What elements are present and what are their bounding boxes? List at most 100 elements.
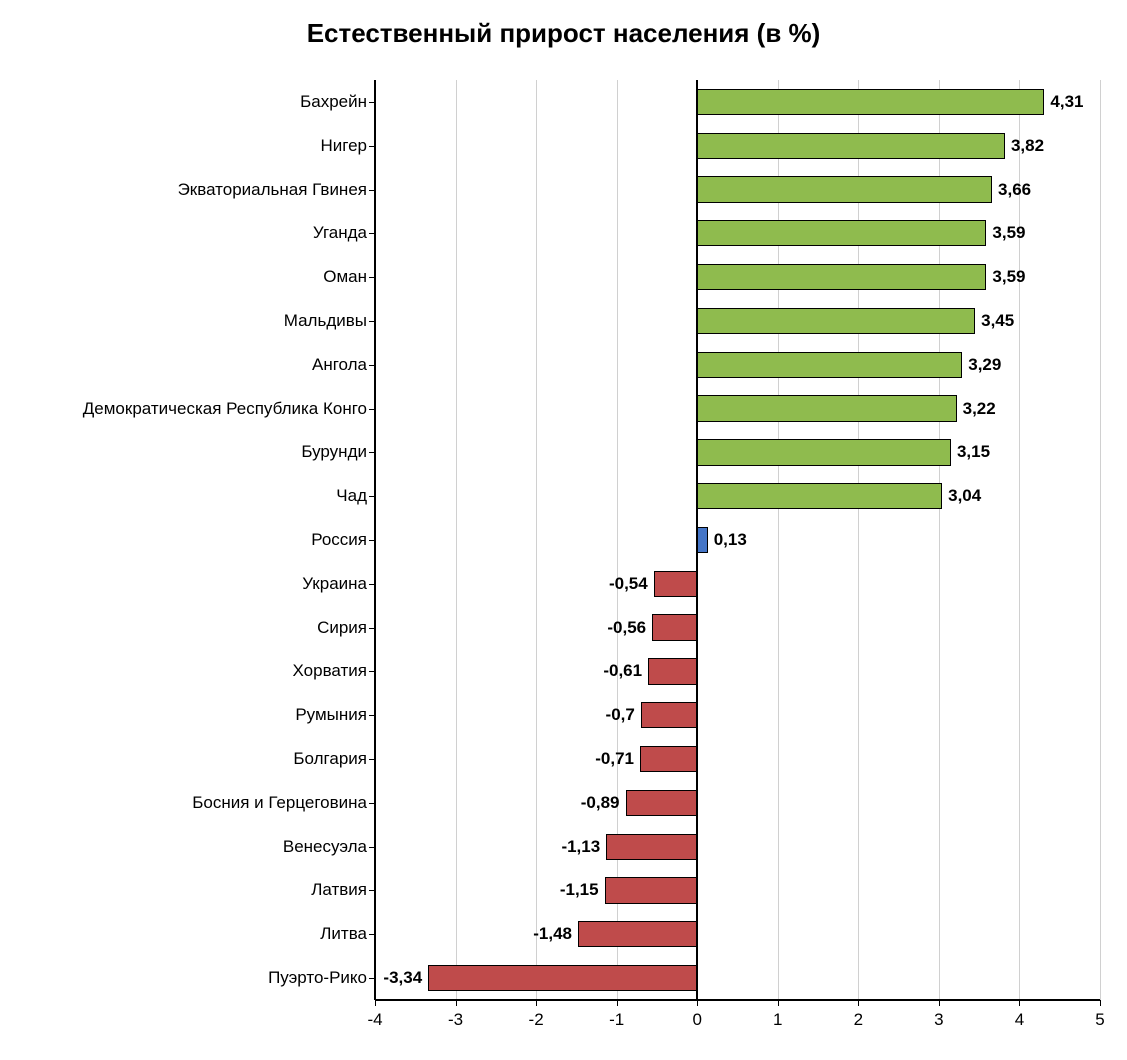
category-label: Румыния	[0, 705, 375, 725]
chart-row: Босния и Герцеговина-0,89	[375, 781, 1100, 825]
value-label: 3,59	[992, 223, 1025, 243]
value-label: 3,66	[998, 180, 1031, 200]
value-label: 0,13	[714, 530, 747, 550]
category-label: Россия	[0, 530, 375, 550]
bar	[697, 133, 1005, 159]
category-label: Хорватия	[0, 661, 375, 681]
x-tick-label: 4	[1015, 1010, 1024, 1030]
chart-row: Украина-0,54	[375, 562, 1100, 606]
category-label: Экваториальная Гвинея	[0, 180, 375, 200]
bar	[578, 921, 697, 947]
x-tick-label: -3	[448, 1010, 463, 1030]
bar	[652, 614, 697, 640]
bar	[428, 965, 697, 991]
bar	[697, 483, 942, 509]
value-label: -0,54	[609, 574, 648, 594]
chart-row: Болгария-0,71	[375, 737, 1100, 781]
chart-row: Бахрейн4,31	[375, 80, 1100, 124]
plot-area: -4-3-2-1012345Бахрейн4,31Нигер3,82Эквато…	[375, 80, 1100, 1000]
bar	[697, 352, 962, 378]
chart-row: Экваториальная Гвинея3,66	[375, 168, 1100, 212]
chart-row: Латвия-1,15	[375, 869, 1100, 913]
x-tick-label: -2	[529, 1010, 544, 1030]
value-label: 3,15	[957, 442, 990, 462]
bar	[654, 571, 698, 597]
category-label: Уганда	[0, 223, 375, 243]
value-label: -0,71	[595, 749, 634, 769]
value-label: -0,7	[606, 705, 635, 725]
category-label: Латвия	[0, 880, 375, 900]
category-label: Сирия	[0, 618, 375, 638]
x-tick-label: 1	[773, 1010, 782, 1030]
chart-row: Бурунди3,15	[375, 430, 1100, 474]
bar	[697, 439, 951, 465]
bar	[697, 527, 707, 553]
chart-row: Литва-1,48	[375, 912, 1100, 956]
category-label: Болгария	[0, 749, 375, 769]
bar	[606, 834, 697, 860]
chart-row: Венесуэла-1,13	[375, 825, 1100, 869]
bar	[697, 308, 975, 334]
chart-row: Сирия-0,56	[375, 606, 1100, 650]
chart-row: Мальдивы3,45	[375, 299, 1100, 343]
category-label: Бахрейн	[0, 92, 375, 112]
value-label: -0,61	[603, 661, 642, 681]
value-label: 4,31	[1050, 92, 1083, 112]
chart-row: Ангола3,29	[375, 343, 1100, 387]
chart-row: Пуэрто-Рико-3,34	[375, 956, 1100, 1000]
chart-row: Демократическая Республика Конго3,22	[375, 387, 1100, 431]
chart-row: Хорватия-0,61	[375, 650, 1100, 694]
chart-container: Естественный прирост населения (в %) -4 -…	[0, 0, 1127, 1060]
chart-title: Естественный прирост населения (в %)	[0, 18, 1127, 49]
x-tick-label: 3	[934, 1010, 943, 1030]
value-label: -0,56	[607, 618, 646, 638]
category-label: Босния и Герцеговина	[0, 793, 375, 813]
x-tick-label: -1	[609, 1010, 624, 1030]
value-label: -3,34	[383, 968, 422, 988]
bar	[648, 658, 697, 684]
category-label: Нигер	[0, 136, 375, 156]
chart-row: Нигер3,82	[375, 124, 1100, 168]
value-label: 3,59	[992, 267, 1025, 287]
chart-row: Румыния-0,7	[375, 693, 1100, 737]
bar	[697, 89, 1044, 115]
zero-line	[696, 80, 698, 1000]
chart-row: Оман3,59	[375, 255, 1100, 299]
category-label: Оман	[0, 267, 375, 287]
bar	[697, 176, 992, 202]
bar	[605, 877, 698, 903]
category-label: Венесуэла	[0, 837, 375, 857]
x-tick-label: 2	[854, 1010, 863, 1030]
x-tick-label: 5	[1095, 1010, 1104, 1030]
bar	[697, 220, 986, 246]
value-label: -1,15	[560, 880, 599, 900]
value-label: 3,29	[968, 355, 1001, 375]
category-label: Украина	[0, 574, 375, 594]
gridline	[1100, 80, 1101, 1000]
category-label: Ангола	[0, 355, 375, 375]
value-label: 3,22	[963, 399, 996, 419]
category-label: Литва	[0, 924, 375, 944]
value-label: -1,13	[561, 837, 600, 857]
value-label: 3,04	[948, 486, 981, 506]
chart-row: Уганда3,59	[375, 211, 1100, 255]
chart-row: Чад3,04	[375, 474, 1100, 518]
category-label: Демократическая Республика Конго	[0, 399, 375, 419]
value-label: 3,45	[981, 311, 1014, 331]
x-tick-label: 0	[692, 1010, 701, 1030]
value-label: -0,89	[581, 793, 620, 813]
chart-row: Россия0,13	[375, 518, 1100, 562]
bar	[641, 702, 697, 728]
value-label: 3,82	[1011, 136, 1044, 156]
value-label: -1,48	[533, 924, 572, 944]
bar	[626, 790, 698, 816]
category-label: Мальдивы	[0, 311, 375, 331]
category-label: Чад	[0, 486, 375, 506]
bar	[697, 264, 986, 290]
category-label: Бурунди	[0, 442, 375, 462]
bar	[640, 746, 697, 772]
category-label: Пуэрто-Рико	[0, 968, 375, 988]
x-tick-label: -4	[367, 1010, 382, 1030]
x-tick	[1100, 1000, 1101, 1006]
bar	[697, 395, 956, 421]
